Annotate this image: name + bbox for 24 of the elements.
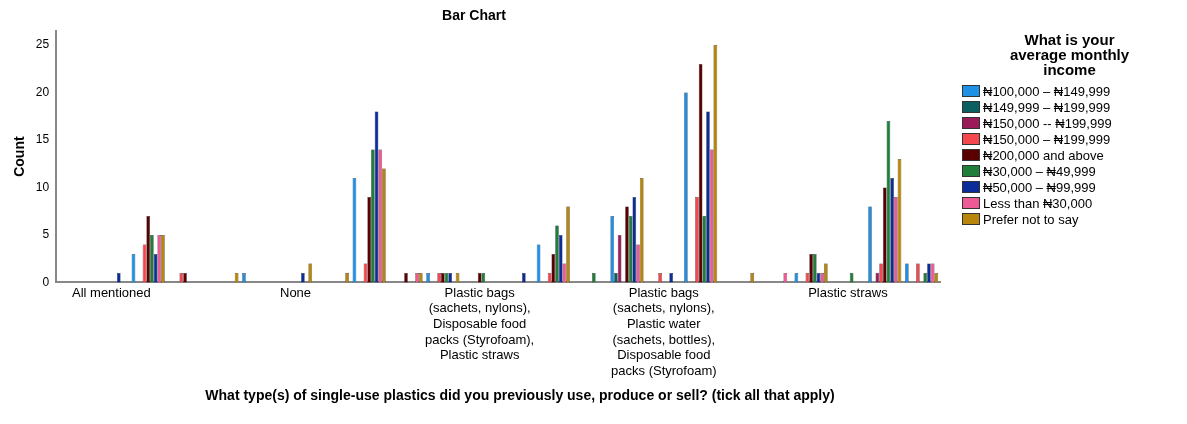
x-tick-label: Plastic straws [808, 284, 889, 300]
y-tick-label: 10 [35, 179, 50, 194]
y-tick-label: 15 [35, 132, 50, 147]
x-tick-label: None [279, 284, 312, 300]
y-tick-label: 0 [42, 274, 50, 289]
legend-label: ₦50,000 – ₦99,999 [983, 179, 1096, 195]
legend-label: Prefer not to say [983, 211, 1079, 227]
y-tick-label: 20 [35, 84, 50, 99]
chart-title: Bar Chart [442, 7, 507, 24]
x-tick-label: Plastic bags (sachets, nylons), Disposable food packs (Styrofoam), Plastic straws [425, 284, 535, 363]
y-axis-title: Count [11, 136, 28, 177]
x-axis-title: What type(s) of single-use plastics did you previously use, produce or sell? (tick all that apply) [204, 387, 836, 403]
legend-label: ₦150,000 -- ₦199,999 [983, 115, 1112, 131]
x-tick-label: Plastic bags (sachets, nylons), Plastic water (sachets, bottles), Disposable food packs (Styrofoam) [611, 284, 717, 378]
y-tick-label: 5 [42, 227, 50, 242]
legend-label: Less than ₦30,000 [983, 195, 1093, 211]
legend-title: What is your average monthly income [1008, 31, 1131, 78]
x-tick-label: All mentioned [72, 284, 151, 300]
legend-label: ₦30,000 – ₦49,999 [983, 163, 1096, 179]
legend-label: ₦150,000 – ₦199,999 [983, 131, 1111, 147]
legend-label: ₦100,000 – ₦149,999 [983, 83, 1111, 99]
legend-label: ₦149,999 – ₦199,999 [983, 99, 1111, 115]
legend-label: ₦200,000 and above [983, 147, 1104, 163]
y-tick-label: 25 [35, 37, 50, 52]
